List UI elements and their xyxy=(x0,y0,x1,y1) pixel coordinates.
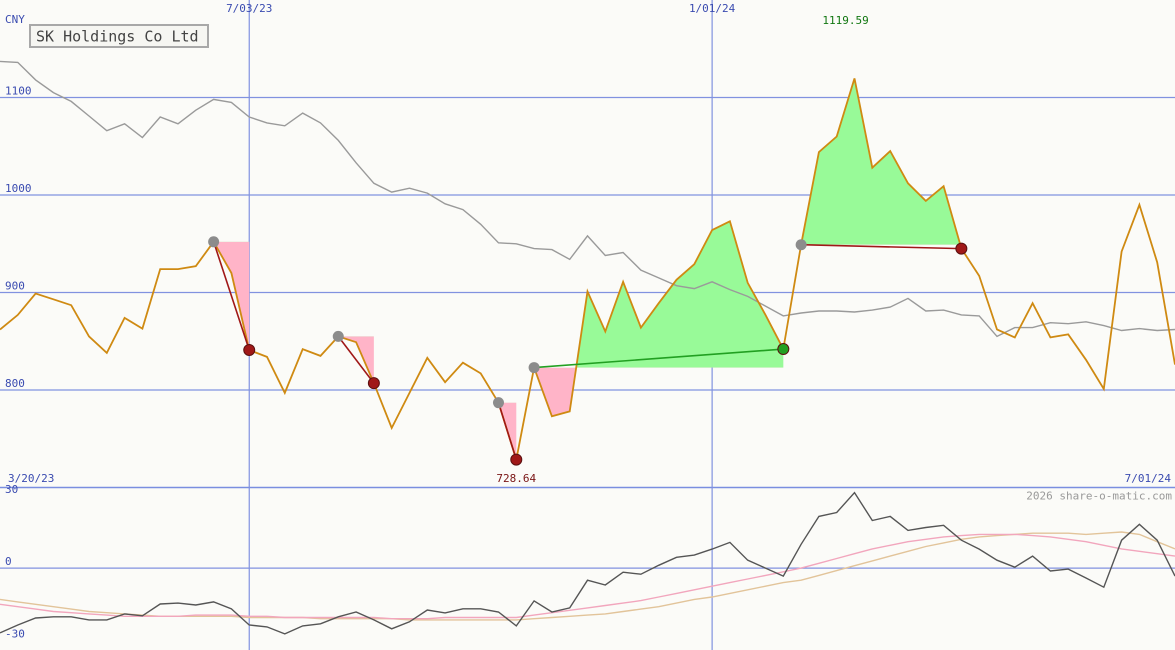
y-tick-label: 1000 xyxy=(5,182,32,195)
trade-shade xyxy=(534,221,784,368)
entry-marker xyxy=(208,236,220,248)
x-tick-label: 7/03/23 xyxy=(226,2,272,15)
x-tick-label: 3/20/23 xyxy=(8,472,54,485)
trade-shade xyxy=(338,336,374,384)
y-tick-label: 800 xyxy=(5,377,25,390)
series-line xyxy=(0,531,1175,621)
exit-marker xyxy=(777,343,790,356)
series-line xyxy=(0,491,1175,635)
trade-shade xyxy=(534,367,784,417)
chart-title: SK Holdings Co Ltd xyxy=(36,28,199,46)
trade-line xyxy=(497,402,518,460)
min-label: 728.64 xyxy=(496,472,536,485)
y-tick-label: 900 xyxy=(5,280,25,293)
trade-shade xyxy=(213,241,250,351)
entry-marker xyxy=(332,330,344,342)
exit-marker xyxy=(367,377,380,390)
series-line xyxy=(0,60,1175,338)
x-tick-label: 7/01/24 xyxy=(1125,472,1172,485)
trade-shade xyxy=(801,78,962,245)
series-line xyxy=(0,533,1175,620)
trade-line xyxy=(801,243,962,250)
entry-marker xyxy=(795,239,807,251)
watermark: 2026 share-o-matic.com xyxy=(1026,490,1172,503)
y-tick-label: -30 xyxy=(5,627,25,640)
y-tick-label: 0 xyxy=(5,555,12,568)
exit-marker xyxy=(243,344,256,357)
exit-marker xyxy=(510,453,523,466)
y-axis-label: CNY xyxy=(5,13,25,26)
series-line xyxy=(0,78,1175,460)
entry-marker xyxy=(528,362,540,374)
x-tick-label: 1/01/24 xyxy=(689,2,736,15)
max-label: 1119.59 xyxy=(822,14,868,27)
y-tick-label: 30 xyxy=(5,483,18,496)
trade-line xyxy=(534,348,784,369)
y-tick-label: 1100 xyxy=(5,85,32,98)
trade-line xyxy=(337,335,375,384)
title-box xyxy=(29,24,209,48)
exit-marker xyxy=(955,242,968,255)
entry-marker xyxy=(492,397,504,409)
trade-line xyxy=(212,241,251,351)
